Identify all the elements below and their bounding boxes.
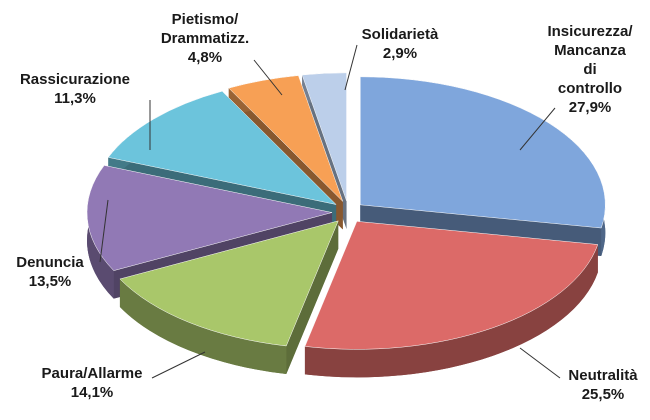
- slice: [360, 76, 606, 229]
- category-label: Insicurezza/ Mancanza di controllo: [547, 23, 633, 97]
- value-label: 11,3%: [54, 90, 96, 107]
- value-label: 14,1%: [70, 384, 114, 401]
- slice-label: Pietismo/ Drammatizz. 4,8%: [161, 10, 249, 67]
- slice: [119, 220, 339, 347]
- leader-line: [519, 107, 556, 151]
- leader-line: [344, 44, 358, 91]
- category-label: Rassicurazione: [19, 71, 131, 88]
- leader-line: [253, 59, 283, 96]
- slice-label: Rassicurazione 11,3%: [20, 70, 130, 108]
- slice-label: Solidarietà 2,9%: [362, 25, 439, 63]
- slice: [304, 221, 599, 378]
- value-label: 2,9%: [382, 45, 418, 62]
- leader-line: [99, 199, 109, 263]
- category-label: Solidarietà: [361, 26, 439, 43]
- slice-label: Paura/Allarme 14,1%: [42, 364, 143, 402]
- slice: [119, 220, 339, 374]
- category-label: Neutralità: [568, 367, 638, 384]
- slice: [304, 221, 599, 350]
- slice-rim: [304, 244, 598, 378]
- leader-line: [519, 347, 561, 379]
- slice-label: Denuncia 13,5%: [16, 253, 84, 291]
- slice-label: Insicurezza/ Mancanza di controllo 27,9%: [547, 22, 632, 117]
- leader-line: [151, 351, 206, 379]
- value-label: 27,9%: [568, 99, 612, 116]
- category-label: Paura/Allarme: [41, 365, 143, 382]
- category-label: Pietismo/ Drammatizz.: [160, 11, 250, 47]
- slice: [301, 72, 347, 201]
- slice-rim: [119, 278, 287, 374]
- slice-side: [286, 220, 339, 374]
- slice: [86, 165, 333, 271]
- value-label: 4,8%: [187, 49, 223, 66]
- category-label: Denuncia: [16, 254, 84, 271]
- value-label: 25,5%: [581, 386, 625, 403]
- slice: [228, 75, 344, 202]
- slice-label: Neutralità 25,5%: [568, 366, 637, 404]
- slice: [107, 90, 337, 205]
- value-label: 13,5%: [28, 273, 72, 290]
